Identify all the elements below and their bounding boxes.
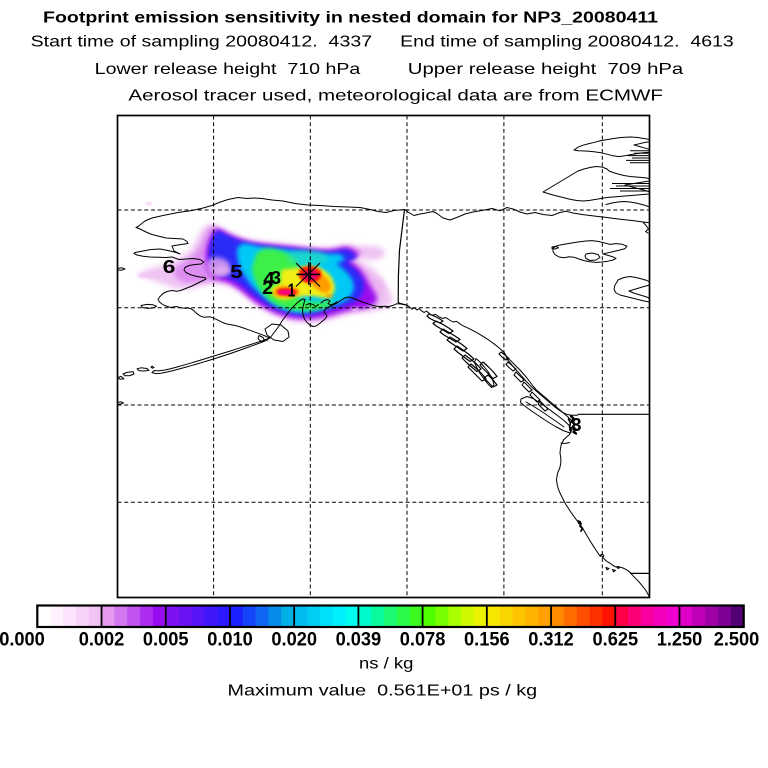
svg-text:6: 6 bbox=[163, 257, 176, 277]
svg-text:2.500: 2.500 bbox=[714, 629, 760, 651]
svg-text:ns / kg: ns / kg bbox=[359, 656, 413, 673]
svg-text:Footprint emission sensitivity: Footprint emission sensitivity in nested… bbox=[43, 9, 658, 26]
svg-text:Lower release height 710 hPa: Lower release height 710 hPa bbox=[95, 61, 361, 78]
svg-text:0.625: 0.625 bbox=[593, 629, 639, 651]
svg-text:0.005: 0.005 bbox=[143, 629, 189, 651]
svg-text:2: 2 bbox=[262, 278, 273, 298]
svg-text:1.250: 1.250 bbox=[657, 629, 703, 651]
svg-text:3: 3 bbox=[572, 415, 582, 435]
svg-text:0.312: 0.312 bbox=[528, 629, 574, 651]
svg-text:0.002: 0.002 bbox=[79, 629, 125, 651]
svg-text:Upper release height 709 hPa: Upper release height 709 hPa bbox=[408, 61, 684, 78]
svg-text:Start time of sampling 2008041: Start time of sampling 20080412. 4337 bbox=[31, 34, 373, 51]
svg-text:0.078: 0.078 bbox=[400, 629, 446, 651]
svg-text:0.039: 0.039 bbox=[336, 629, 382, 651]
svg-text:0.000: 0.000 bbox=[0, 629, 45, 651]
svg-text:1: 1 bbox=[288, 280, 296, 300]
svg-text:4: 4 bbox=[263, 269, 275, 289]
svg-text:0.156: 0.156 bbox=[464, 629, 510, 651]
svg-text:5: 5 bbox=[230, 262, 243, 282]
svg-text:Maximum value 0.561E+01 ps /: Maximum value 0.561E+01 ps / kg bbox=[228, 682, 538, 699]
svg-text:End time of sampling 20080412.: End time of sampling 20080412. 4613 bbox=[400, 34, 734, 51]
svg-text:Aerosol tracer used, meteorolo: Aerosol tracer used, meteorological data… bbox=[128, 87, 663, 104]
svg-text:0.020: 0.020 bbox=[271, 629, 317, 651]
svg-text:0.010: 0.010 bbox=[207, 629, 253, 651]
svg-text:3: 3 bbox=[271, 268, 281, 288]
